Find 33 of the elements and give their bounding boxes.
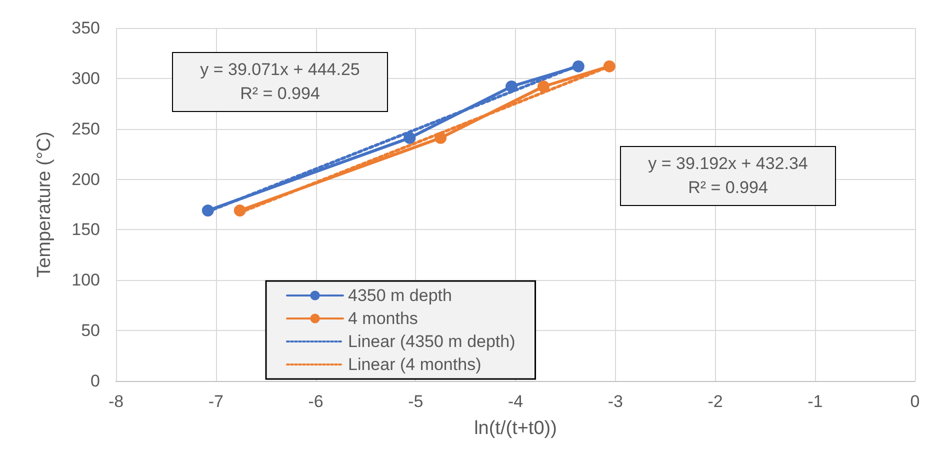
legend-label: 4350 m depth [348,286,452,305]
point [202,204,214,217]
y-tick-label: 100 [72,270,100,290]
legend-label: Linear (4 months) [348,355,482,374]
legend-label: Linear (4350 m depth) [348,332,516,351]
x-tick-label: -4 [508,392,524,411]
y-tick-label: 150 [72,220,100,240]
y-tick-label: 200 [72,170,100,189]
x-tick-label: -5 [408,392,424,411]
x-axis-title: ln(t/(t+t0)) [474,418,557,439]
point [572,60,584,72]
x-tick-label: -7 [208,392,224,411]
point [506,80,518,92]
legend-label: 4 months [348,309,418,328]
point [537,80,550,92]
x-tick-label: -1 [808,392,823,411]
y-tick-label: 50 [81,321,100,340]
point [234,204,246,217]
x-tick-label: -2 [708,392,723,411]
y-tick-label: 0 [90,372,100,390]
x-tick-label: -3 [608,392,623,411]
y-tick-label: 250 [72,119,100,138]
point [404,132,416,144]
point [603,60,616,72]
equation-box: y = 39.192x + 432.34 R² = 0.994 [620,146,836,206]
x-tick-label: -8 [108,392,124,411]
y-tick-label: 300 [72,68,100,88]
x-tick-label: 0 [910,392,920,411]
point [434,132,447,144]
y-tick-label: 350 [72,18,100,38]
x-tick-label: -6 [308,392,324,411]
equation-box: y = 39.071x + 444.25 R² = 0.994 [172,52,388,112]
y-axis-title: Temperature (°C) [34,132,55,278]
